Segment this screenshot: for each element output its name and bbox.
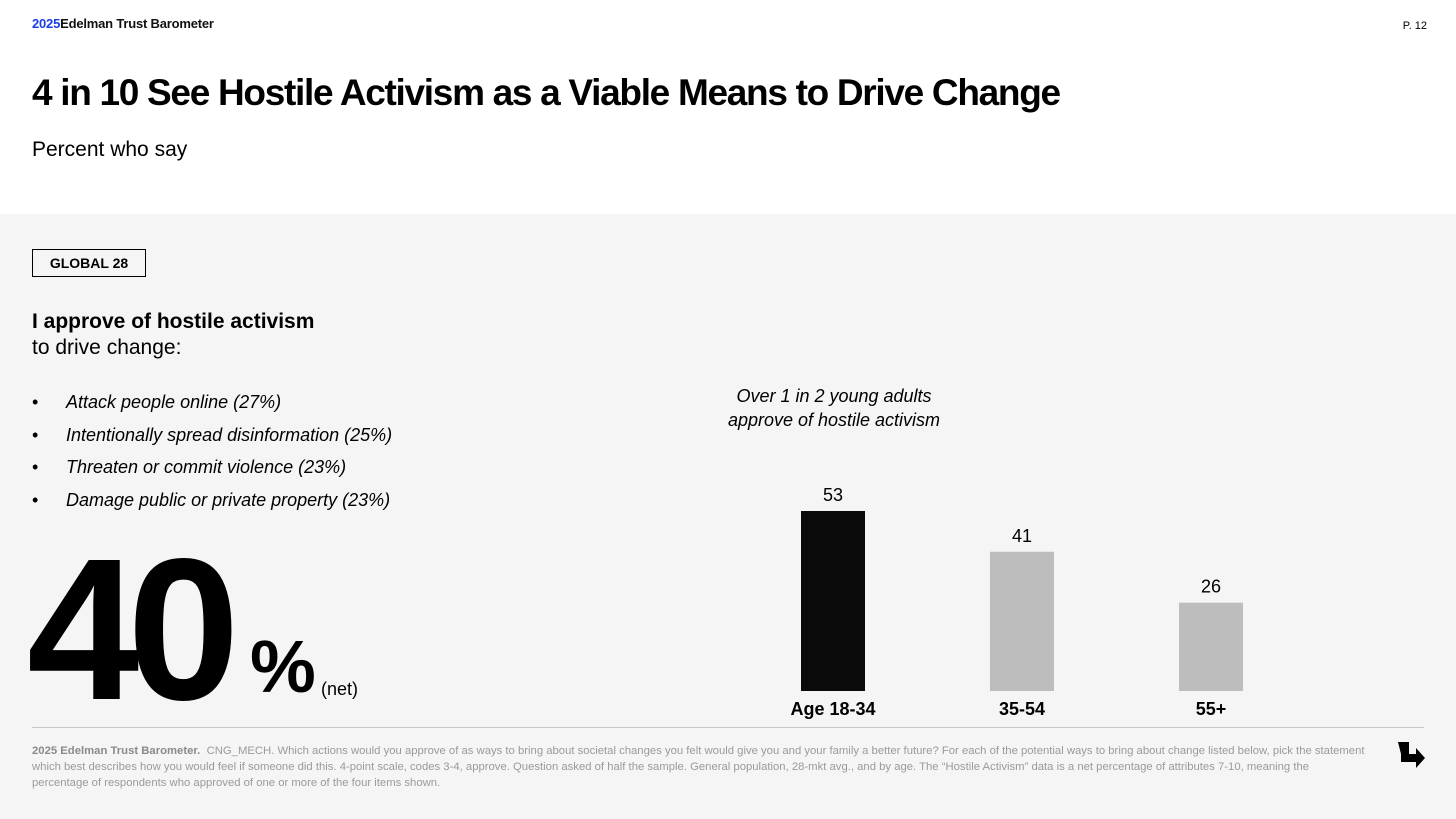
annotation-line: Over 1 in 2 young adults <box>736 386 932 406</box>
page-subtitle: Percent who say <box>32 138 188 161</box>
age-bar-chart: 53 Age 18-34 41 35-54 26 55+ <box>790 485 1243 719</box>
page-number: P. 12 <box>1402 20 1427 32</box>
page-title: 4 in 10 See Hostile Activism as a Viable… <box>32 72 1061 113</box>
category-label: 55+ <box>1196 699 1227 719</box>
category-label: 35-54 <box>999 699 1045 719</box>
footnote: 2025 Edelman Trust Barometer. CNG_MECH. … <box>32 743 1367 791</box>
list-item: Damage public or private property (23%) <box>32 490 392 523</box>
headline-stat-number: 40 <box>27 516 240 742</box>
region-badge: GLOBAL 28 <box>32 249 146 277</box>
brand-logo: 2025Edelman Trust Barometer <box>32 16 214 31</box>
list-item: Threaten or commit violence (23%) <box>32 457 392 490</box>
list-item: Attack people online (27%) <box>32 392 392 425</box>
brand-name: Edelman Trust Barometer <box>60 16 214 31</box>
footer-divider <box>32 727 1424 728</box>
arrow-down-right-icon[interactable] <box>1395 740 1427 772</box>
activism-list: Attack people online (27%) Intentionally… <box>32 392 392 523</box>
brand-year: 2025 <box>32 16 61 31</box>
category-label: Age 18-34 <box>790 699 875 719</box>
bar-value-label: 53 <box>823 485 843 505</box>
bar-2 <box>1179 602 1243 691</box>
statement-subheading: to drive change: <box>32 336 182 359</box>
bar-value-label: 41 <box>1012 526 1032 546</box>
chart-annotation: Over 1 in 2 young adults approve of host… <box>700 384 968 432</box>
statement-heading: I approve of hostile activism <box>32 310 315 333</box>
bar-value-label: 26 <box>1201 577 1221 597</box>
bar-1 <box>990 551 1054 691</box>
footnote-source: 2025 Edelman Trust Barometer. <box>32 745 201 757</box>
list-item: Intentionally spread disinformation (25%… <box>32 425 392 458</box>
headline-stat-unit: % <box>250 625 316 708</box>
annotation-line: approve of hostile activism <box>727 410 941 430</box>
header-area: 2025Edelman Trust Barometer P. 12 4 in 1… <box>0 0 1456 214</box>
bar-0 <box>801 511 865 691</box>
headline-stat-qualifier: (net) <box>321 679 359 699</box>
footnote-text: CNG_MECH. Which actions would you approv… <box>32 745 1365 789</box>
